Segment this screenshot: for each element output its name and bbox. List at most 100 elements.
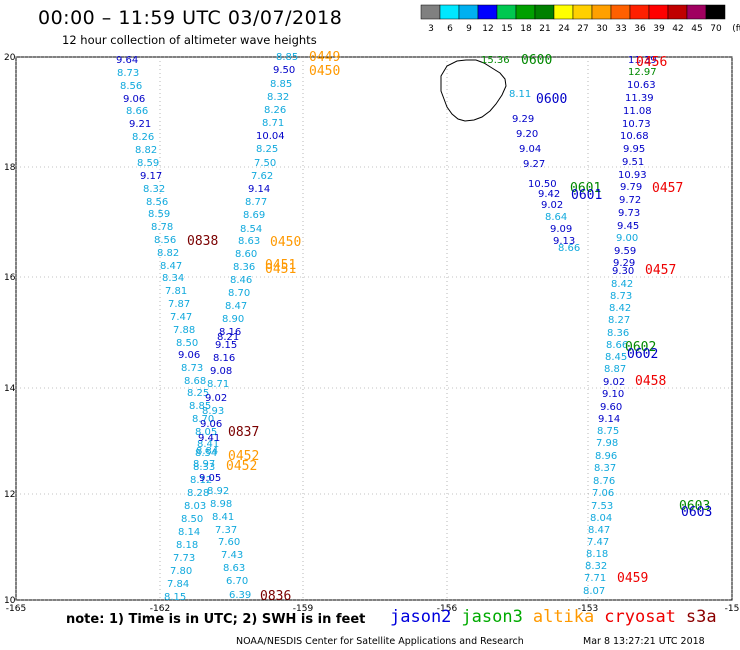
pass-time-label: 0838 [187,234,218,249]
scale-label: 9 [466,24,472,34]
wave-height-value: 8.75 [597,426,619,437]
wave-height-value: 7.47 [587,537,609,548]
scale-label: 3 [428,24,434,34]
wave-height-value: 15.36 [481,55,510,66]
wave-height-value: 9.29 [613,258,635,269]
wave-height-value: 8.97 [193,459,215,470]
y-tick-label: 14 [4,384,16,394]
wave-height-value: 9.73 [618,208,640,219]
wave-height-value: 8.47 [588,525,610,536]
wave-height-value: 11.39 [628,55,657,66]
wave-height-value: 8.36 [607,328,629,339]
scale-label: 42 [672,24,683,34]
scale-label: 18 [520,24,532,34]
pass-time-label: 0458 [635,374,666,389]
wave-height-value: 9.50 [273,65,295,76]
scale-label: 36 [634,24,646,34]
scale-label: 39 [653,24,665,34]
wave-height-value: 10.50 [528,179,557,190]
wave-height-value: 8.41 [197,439,219,450]
wave-height-value: 9.20 [516,129,538,140]
wave-height-value: 9.04 [519,144,541,155]
pass-time-label: 0600 [521,53,552,68]
wave-height-value: 8.42 [609,303,631,314]
wave-height-value: 8.26 [132,132,154,143]
wave-height-value: 8.11 [509,89,531,100]
wave-height-value: 8.12 [190,475,212,486]
wave-height-value: 11.08 [623,106,652,117]
scale-label: 15 [501,24,512,34]
pass-time-label: 0602 [627,347,658,362]
wave-height-value: 8.54 [195,448,217,459]
map-grid [15,56,733,601]
wave-height-value: 8.56 [146,197,168,208]
x-tick-label: -156 [437,604,458,614]
wave-height-value: 10.63 [627,80,656,91]
pass-time-label: 0452 [228,449,259,464]
wave-height-value: 8.28 [187,488,209,499]
scale-label: 27 [577,24,588,34]
wave-height-value: 9.27 [523,159,545,170]
wave-height-value: 7.71 [584,573,606,584]
legend-altika: altika [532,607,595,627]
wave-height-value: 8.15 [164,592,186,603]
wave-height-value: 8.73 [610,291,632,302]
pass-time-label: 0451 [265,262,296,277]
wave-height-value: 8.45 [605,352,627,363]
page-subtitle: 12 hour collection of altimeter wave hei… [62,33,317,47]
scale-label: 24 [558,24,570,34]
wave-height-value: 9.30 [612,266,634,277]
wave-height-value: 8.84 [196,446,218,457]
wave-height-value: 8.60 [235,249,257,260]
wave-height-value: 8.82 [135,145,157,156]
wave-height-value: 9.79 [620,182,642,193]
satellite-legend: jason2 jason3 altika cryosat s3a [390,607,727,627]
wave-height-value: 8.05 [195,427,217,438]
y-tick-label: 18 [4,163,16,173]
pass-time-label: 0452 [226,459,257,474]
wave-height-value: 8.76 [593,476,615,487]
wave-height-value: 7.98 [596,438,618,449]
wave-height-value: 9.64 [116,55,138,66]
wave-height-value: 8.59 [148,209,170,220]
wave-height-value: 8.73 [181,363,203,374]
wave-height-value: 8.42 [611,279,633,290]
wave-height-value: 8.33 [193,462,215,473]
scale-label: 12 [482,24,493,34]
x-axis-ticks: -165 -162 -159 -156 -153 -15 [6,604,740,614]
scale-label: 33 [615,24,626,34]
scale-label: 70 [710,24,722,34]
wave-height-value: 8.54 [240,224,262,235]
wave-height-value: 8.64 [545,212,567,223]
wave-height-value: 9.13 [553,236,575,247]
wave-height-value: 8.36 [233,262,255,273]
wave-height-value: 8.21 [217,332,239,343]
wave-height-value: 8.47 [225,301,247,312]
wave-height-value: 8.96 [595,451,617,462]
wave-height-value: 9.08 [210,366,232,377]
wave-height-value: 8.41 [212,512,234,523]
wave-height-value: 9.72 [619,195,641,206]
wave-height-value: 9.00 [616,233,638,244]
wave-height-value: 7.43 [221,550,243,561]
legend-jason3: jason3 [461,607,523,627]
pass-time-label: 0457 [645,263,676,278]
wave-height-value: 9.95 [623,144,645,155]
x-tick-label: -153 [578,604,598,614]
wave-height-value: 9.29 [512,114,534,125]
wave-height-value: 7.84 [167,579,189,590]
pass-time-label: 0836 [260,589,291,604]
x-tick-label: -15 [725,604,740,614]
wave-height-value: 8.27 [608,315,630,326]
wave-height-value: 7.81 [165,286,187,297]
wave-height-value: 9.05 [199,473,221,484]
wave-height-value: 8.32 [143,184,165,195]
wave-height-value: 7.60 [218,537,240,548]
wave-height-value: 8.70 [228,288,250,299]
wave-height-value: 8.03 [184,501,206,512]
wave-height-value: 9.59 [614,246,636,257]
pass-time-label: 0603 [679,499,710,514]
wave-height-value: 8.37 [594,463,616,474]
